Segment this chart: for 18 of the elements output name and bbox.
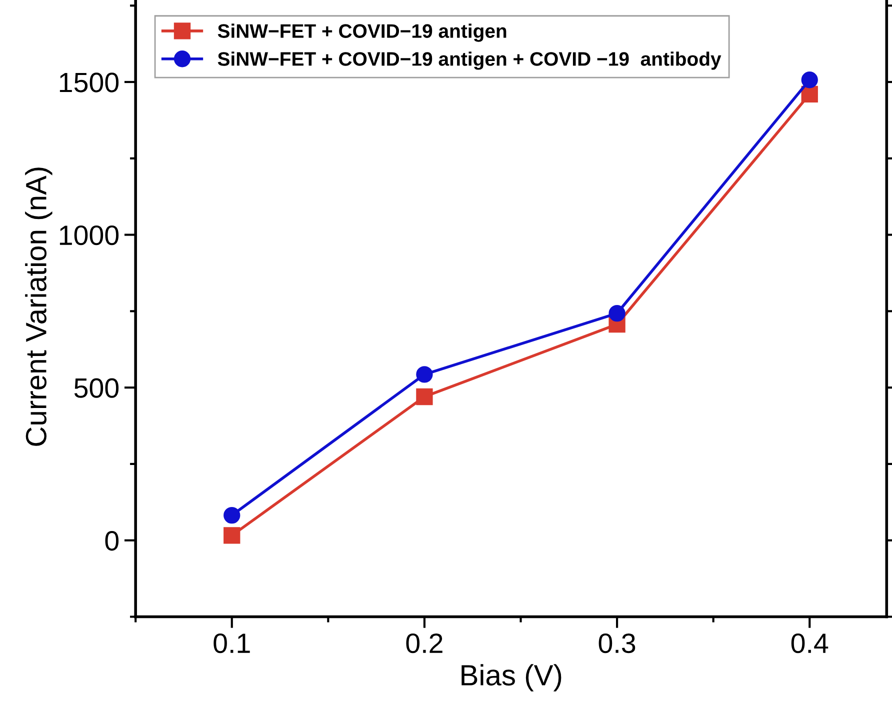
y-tick-label: 1500: [60, 72, 119, 92]
y-tick-label: 0: [105, 531, 119, 551]
x-tick-label: 0.1: [214, 633, 250, 654]
x-tick-label: 0.4: [791, 633, 828, 654]
point: [224, 506, 240, 524]
x-axis-title: Bias (V): [462, 664, 562, 692]
point: [801, 72, 818, 88]
point: [224, 527, 240, 544]
y-tick-label: 1000: [60, 225, 119, 246]
x-tick-label: 0.2: [406, 633, 442, 654]
point: [416, 388, 433, 406]
x-tick-label: 0.3: [598, 633, 636, 654]
y-axis-title: Current Variation (nA): [25, 168, 52, 446]
legend-label: SiNW−FET + COVID−19 antigen: [218, 24, 506, 42]
point: [608, 304, 626, 322]
point: [416, 366, 433, 383]
y-tick-label: 500: [74, 378, 119, 398]
legend-label: SiNW−FET + COVID−19 antigen + COVID −19 antibody: [218, 52, 722, 70]
